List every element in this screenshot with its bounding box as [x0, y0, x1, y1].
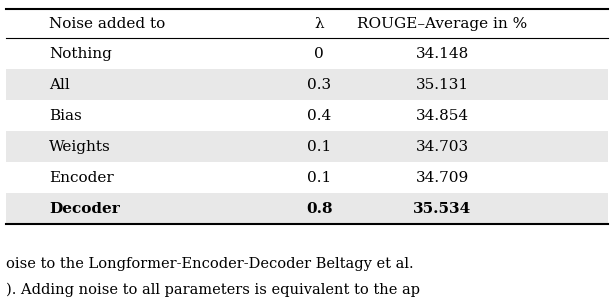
Text: 0.8: 0.8 — [306, 202, 333, 216]
Text: Encoder: Encoder — [49, 171, 114, 184]
Text: 35.534: 35.534 — [413, 202, 471, 216]
Text: 0.4: 0.4 — [307, 109, 332, 123]
FancyBboxPatch shape — [6, 69, 608, 100]
Text: ). Adding noise to all parameters is equivalent to the ap: ). Adding noise to all parameters is equ… — [6, 283, 420, 297]
Text: ROUGE–Average in %: ROUGE–Average in % — [357, 16, 527, 31]
Text: Noise added to: Noise added to — [49, 16, 165, 31]
Text: 34.709: 34.709 — [416, 171, 468, 184]
Text: 0.1: 0.1 — [307, 140, 332, 154]
Text: 34.854: 34.854 — [416, 109, 468, 123]
FancyBboxPatch shape — [6, 131, 608, 162]
Text: 35.131: 35.131 — [416, 78, 468, 92]
Text: Weights: Weights — [49, 140, 111, 154]
Text: 34.148: 34.148 — [416, 47, 468, 61]
Text: 0.3: 0.3 — [307, 78, 332, 92]
Text: 34.703: 34.703 — [416, 140, 468, 154]
Text: λ: λ — [314, 16, 324, 31]
Text: 0.1: 0.1 — [307, 171, 332, 184]
FancyBboxPatch shape — [6, 193, 608, 224]
Text: Decoder: Decoder — [49, 202, 120, 216]
Text: oise to the Longformer-Encoder-Decoder Beltagy et al.: oise to the Longformer-Encoder-Decoder B… — [6, 256, 414, 271]
Text: All: All — [49, 78, 70, 92]
Text: Nothing: Nothing — [49, 47, 112, 61]
Text: 0: 0 — [314, 47, 324, 61]
Text: Bias: Bias — [49, 109, 82, 123]
